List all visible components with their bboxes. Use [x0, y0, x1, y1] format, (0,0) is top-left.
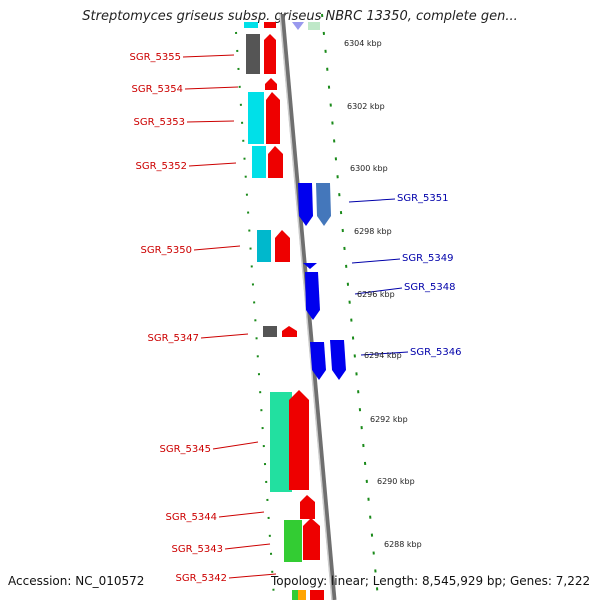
gene-label-sgr-5355[interactable]: SGR_5355: [130, 52, 182, 63]
gene-label-sgr-5346[interactable]: SGR_5346: [410, 347, 462, 358]
topology-summary: Topology: linear; Length: 8,545,929 bp; …: [271, 574, 591, 588]
right-leader-lines: [348, 198, 409, 356]
scale-label-6296: 6296 kbp: [357, 290, 395, 299]
top-gene-marker: [292, 22, 304, 30]
gene-label-sgr-5351[interactable]: SGR_5351: [397, 193, 449, 204]
gene-5348-arrow[interactable]: [305, 272, 320, 320]
gene-label-sgr-5347[interactable]: SGR_5347: [148, 333, 200, 344]
genome-title: Streptomyces griseus subsp. griseus NBRC…: [82, 9, 518, 24]
gene-5347-arrow[interactable]: [282, 326, 297, 337]
gene-5343-arrow[interactable]: [303, 518, 320, 560]
gene-5343-box[interactable]: [284, 520, 302, 562]
gene-label-sgr-5343[interactable]: SGR_5343: [172, 544, 224, 555]
gene-5344-arrow[interactable]: [300, 495, 315, 519]
gene-5345-arrow[interactable]: [289, 390, 309, 490]
scale-label-6290: 6290 kbp: [377, 477, 415, 486]
gene-5347-box[interactable]: [263, 326, 277, 337]
left-gene-labels: SGR_5355 SGR_5354 SGR_5353 SGR_5352 SGR_…: [130, 52, 228, 584]
gene-5351-arrow-b[interactable]: [316, 183, 331, 226]
scale-label-6300: 6300 kbp: [350, 164, 388, 173]
gene-5351-arrow-a[interactable]: [298, 183, 313, 226]
gene-label-sgr-5348[interactable]: SGR_5348: [404, 282, 456, 293]
scale-label-6304: 6304 kbp: [344, 39, 382, 48]
scale-label-6294: 6294 kbp: [364, 351, 402, 360]
gene-5342-box-b[interactable]: [298, 590, 306, 600]
gene-5346-arrow-a[interactable]: [310, 342, 326, 380]
gene-5352-arrow[interactable]: [268, 146, 283, 178]
scale-labels: 6304 kbp 6302 kbp 6300 kbp 6298 kbp 6296…: [344, 39, 422, 549]
gene-5342-box-c[interactable]: [310, 590, 324, 600]
scale-label-6298: 6298 kbp: [354, 227, 392, 236]
gene-label-sgr-5344[interactable]: SGR_5344: [166, 512, 218, 523]
top-gene-cyan: [244, 22, 258, 28]
gene-5353-arrow[interactable]: [266, 92, 280, 144]
gene-5355-arrow[interactable]: [264, 34, 276, 74]
gene-5354-arrow[interactable]: [265, 78, 277, 90]
gene-5352-box[interactable]: [252, 146, 266, 178]
gene-label-sgr-5345[interactable]: SGR_5345: [160, 444, 212, 455]
gene-label-sgr-5342[interactable]: SGR_5342: [176, 573, 228, 584]
scale-label-6302: 6302 kbp: [347, 102, 385, 111]
gene-label-sgr-5352[interactable]: SGR_5352: [136, 161, 188, 172]
gene-5353-box[interactable]: [248, 92, 264, 144]
gene-label-sgr-5350[interactable]: SGR_5350: [141, 245, 193, 256]
left-features[interactable]: [246, 34, 324, 600]
gene-label-sgr-5354[interactable]: SGR_5354: [132, 84, 184, 95]
gene-5350-box[interactable]: [257, 230, 271, 262]
accession-label: Accession: NC_010572: [8, 574, 145, 588]
gene-5355-box[interactable]: [246, 34, 260, 74]
scale-label-6292: 6292 kbp: [370, 415, 408, 424]
right-gene-labels: SGR_5351 SGR_5349 SGR_5348 SGR_5346: [397, 193, 462, 358]
gene-5342-box-a[interactable]: [292, 590, 298, 600]
left-leader-lines: [182, 54, 277, 579]
scale-label-6288: 6288 kbp: [384, 540, 422, 549]
gene-5350-arrow[interactable]: [275, 230, 290, 262]
gene-5349-arrow[interactable]: [303, 263, 317, 269]
gene-5345-box[interactable]: [270, 392, 292, 492]
right-tick-track: [321, 13, 379, 599]
right-features[interactable]: [298, 183, 346, 380]
gene-label-sgr-5349[interactable]: SGR_5349: [402, 253, 454, 264]
top-gene-red: [264, 22, 276, 28]
top-gene-pale: [308, 22, 320, 30]
gene-5346-arrow-b[interactable]: [330, 340, 346, 380]
gene-label-sgr-5353[interactable]: SGR_5353: [134, 117, 186, 128]
